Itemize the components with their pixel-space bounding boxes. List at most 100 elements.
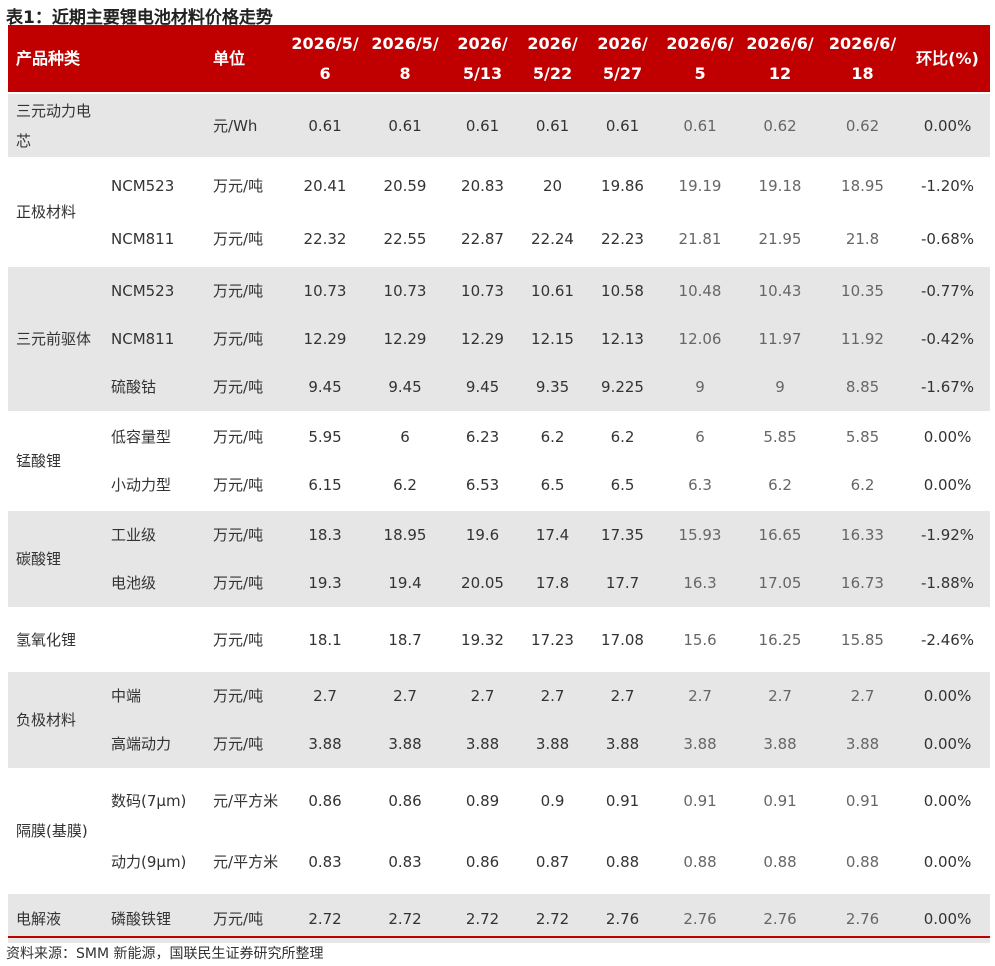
- price-cell: 2.72: [520, 892, 586, 943]
- price-cell: 6.2: [768, 476, 792, 494]
- price-cell: 9.45: [285, 363, 366, 412]
- price-cell: 21.95: [758, 229, 802, 248]
- price-cell: 17.35: [585, 509, 661, 559]
- header-row: 产品种类 单位 2026/5/6 2026/5/8 2026/5/13 2026/5/22…: [8, 25, 991, 93]
- unit-cell: 万元/吨: [213, 229, 264, 248]
- price-cell: 0.61: [365, 92, 446, 158]
- price-cell: 0.62: [740, 92, 821, 158]
- price-cell: 0.9: [520, 768, 586, 831]
- price-cell: 16.25: [740, 607, 821, 671]
- unit-cell: 万元/吨: [205, 720, 286, 769]
- price-cell: 6.15: [308, 476, 342, 494]
- price-cell: 9: [660, 363, 741, 412]
- item-name: 高端动力: [103, 720, 206, 769]
- change-cell: 0.00%: [905, 720, 991, 769]
- price-cell: 2.72: [445, 892, 521, 943]
- group-name: 三元动力电芯: [8, 92, 103, 158]
- price-cell: 17.08: [585, 607, 661, 671]
- price-cell: 19.19: [660, 157, 741, 212]
- unit-cell: 万元/吨: [205, 363, 286, 412]
- item-name: 小动力型: [111, 476, 172, 494]
- table-row: 碳酸锂 工业级 万元/吨 18.3 18.95 19.6 17.4 17.35 15.93 16.…: [8, 509, 991, 608]
- unit-cell: 万元/吨: [205, 509, 286, 559]
- price-cell: 6: [660, 411, 741, 461]
- price-cell: 3.88: [520, 720, 586, 769]
- unit-cell: 万元/吨: [205, 411, 286, 461]
- header-cell: 环比(%): [905, 25, 991, 93]
- price-cell: 17.8: [520, 559, 586, 608]
- price-cell: 18.95: [365, 509, 446, 559]
- price-cell: 5.95: [285, 411, 366, 461]
- price-cell: 0.91: [820, 768, 906, 831]
- price-cell: 0.88: [605, 852, 640, 871]
- unit-cell: 元/平方米: [205, 768, 286, 831]
- group-name: 锰酸锂: [8, 411, 103, 510]
- price-cell: 0.91: [740, 768, 821, 831]
- price-cell: 17.23: [520, 607, 586, 671]
- price-cell: 5.85: [820, 411, 906, 461]
- header-cell: 2026/5/27: [585, 25, 661, 93]
- price-cell: 12.29: [285, 315, 366, 363]
- group-name: 电解液: [8, 892, 103, 943]
- price-cell: 2.76: [820, 892, 906, 943]
- change-cell: 0.00%: [923, 476, 972, 494]
- price-cell: 0.86: [365, 768, 446, 831]
- price-cell: 0.89: [445, 768, 521, 831]
- price-cell: 15.93: [660, 509, 741, 559]
- header-cell: 2026/6/5: [660, 25, 741, 93]
- change-cell: -1.20%: [905, 157, 991, 212]
- price-cell: 10.58: [585, 265, 661, 315]
- price-cell: 15.85: [820, 607, 906, 671]
- price-cell: 0.86: [465, 852, 500, 871]
- footer-rule: [8, 936, 990, 938]
- price-cell: 6: [365, 411, 446, 461]
- change-cell: -0.77%: [905, 265, 991, 315]
- price-cell: 3.88: [740, 720, 821, 769]
- price-cell: 3.88: [285, 720, 366, 769]
- price-cell: 12.13: [585, 315, 661, 363]
- change-cell: 0.00%: [905, 670, 991, 720]
- price-cell: 6.3: [688, 476, 712, 494]
- price-cell: 10.48: [660, 265, 741, 315]
- header-cell: 2026/5/6: [285, 25, 366, 93]
- item-name: 动力(9μm): [111, 852, 187, 871]
- price-cell: 2.7: [285, 670, 366, 720]
- price-cell: 20: [520, 157, 586, 212]
- item-name: 磷酸铁锂: [103, 892, 206, 943]
- price-cell: 21.81: [678, 229, 722, 248]
- change-cell: -0.42%: [905, 315, 991, 363]
- price-cell: 10.73: [445, 265, 521, 315]
- header-cell: 2026/6/18: [820, 25, 906, 93]
- item-name: 硫酸钴: [103, 363, 206, 412]
- price-cell: 12.29: [365, 315, 446, 363]
- price-cell: 22.87: [461, 229, 504, 248]
- table-row: 三元动力电芯 元/Wh 0.61 0.61 0.61 0.61 0.61 0.61 0.62 0.…: [8, 92, 991, 158]
- item-name: 中端: [103, 670, 206, 720]
- price-cell: 22.24: [531, 229, 574, 248]
- item-name: NCM811: [111, 229, 175, 248]
- price-table: 产品种类 单位 2026/5/6 2026/5/8 2026/5/13 2026/5/22…: [8, 25, 991, 943]
- price-cell: 2.76: [660, 892, 741, 943]
- group-name: 三元前驱体: [8, 265, 103, 412]
- price-cell: 6.2: [850, 476, 875, 494]
- price-cell: 6.5: [540, 476, 565, 494]
- table-row: 电解液 磷酸铁锂 万元/吨 2.72 2.72 2.72 2.72 2.76 2.76 2.76 2…: [8, 892, 991, 943]
- table-row: 硫酸钴 万元/吨 9.45 9.45 9.45 9.35 9.225 9 9 8.85 -1.67%: [8, 363, 991, 412]
- price-cell: 22.32: [303, 229, 347, 248]
- price-cell: 19.4: [365, 559, 446, 608]
- price-cell: 16.65: [740, 509, 821, 559]
- item-name: NCM523: [103, 157, 206, 212]
- price-cell: 2.7: [660, 670, 741, 720]
- header-cell: 2026/5/22: [520, 25, 586, 93]
- price-cell: 0.88: [845, 852, 880, 871]
- table-row: NCM811 万元/吨 22.32 22.55 22.87 22.24 22.23 21.81…: [8, 212, 990, 266]
- change-cell: 0.00%: [923, 852, 972, 871]
- change-cell: -2.46%: [905, 607, 991, 671]
- change-cell: 0.00%: [905, 92, 991, 158]
- price-cell: 6.2: [393, 476, 417, 494]
- table-row: 三元前驱体 NCM523 万元/吨 10.73 10.73 10.73 10.61 10.58…: [8, 265, 991, 412]
- price-cell: 11.92: [820, 315, 906, 363]
- table-row: 正极材料 NCM523 万元/吨 20.41 20.59 20.83 20 19.86 19.1…: [8, 157, 991, 266]
- source-note: 资料来源：SMM 新能源，国联民生证券研究所整理: [6, 946, 324, 962]
- price-cell: 20.41: [285, 157, 366, 212]
